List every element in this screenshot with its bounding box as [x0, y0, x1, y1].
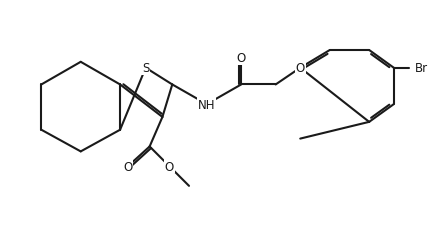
Text: O: O	[296, 62, 305, 75]
Text: S: S	[142, 62, 149, 75]
Text: NH: NH	[198, 98, 215, 111]
Text: O: O	[237, 52, 246, 65]
Text: Br: Br	[414, 62, 428, 75]
Text: O: O	[165, 160, 174, 173]
Text: O: O	[123, 160, 133, 173]
